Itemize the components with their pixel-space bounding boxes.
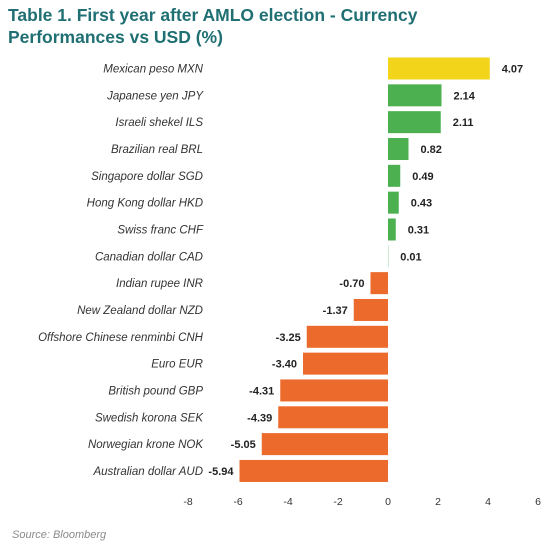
x-tick-label: 0 <box>385 496 391 508</box>
source-note: Source: Bloomberg <box>12 529 107 541</box>
category-label: Australian dollar AUD <box>92 466 203 478</box>
category-label: Brazilian real BRL <box>111 144 203 156</box>
x-tick-label: -6 <box>233 496 242 508</box>
bar <box>280 379 388 402</box>
category-label: Hong Kong dollar HKD <box>87 198 203 210</box>
bar <box>303 352 388 375</box>
value-label: -3.25 <box>276 332 301 344</box>
bar <box>353 298 388 321</box>
bar <box>239 459 388 482</box>
value-label: 4.07 <box>502 64 523 76</box>
value-label: 2.14 <box>454 90 476 102</box>
value-label: -3.40 <box>272 359 297 371</box>
x-tick-label: 4 <box>485 496 491 508</box>
bar <box>388 111 441 134</box>
bar <box>261 433 388 456</box>
value-label: 2.11 <box>453 117 474 129</box>
bar <box>388 191 399 214</box>
bar <box>388 84 442 107</box>
category-label: Canadian dollar CAD <box>95 251 203 263</box>
value-label: -1.37 <box>323 305 348 317</box>
value-label: -0.70 <box>339 278 364 290</box>
value-label: 0.82 <box>421 144 442 156</box>
category-label: British pound GBP <box>108 385 203 397</box>
value-label: -5.94 <box>208 466 234 478</box>
value-label: 0.49 <box>412 171 433 183</box>
x-tick-label: 2 <box>435 496 441 508</box>
bar <box>388 137 409 160</box>
value-label: -4.31 <box>249 385 274 397</box>
bar-chart: Mexican peso MXN 4.07 Japanese yen JPY 2.14… <box>38 57 541 508</box>
bar <box>388 57 490 80</box>
value-label: 0.31 <box>408 224 429 236</box>
category-label: Mexican peso MXN <box>103 64 203 76</box>
value-label: 0.01 <box>400 251 421 263</box>
bar <box>388 164 401 187</box>
x-tick-label: -4 <box>283 496 292 508</box>
category-label: Indian rupee INR <box>116 278 203 290</box>
value-label: 0.43 <box>411 198 432 210</box>
category-label: Singapore dollar SGD <box>91 171 203 183</box>
bar <box>388 218 396 241</box>
bar <box>278 406 388 429</box>
category-label: New Zealand dollar NZD <box>77 305 203 317</box>
x-tick-label: 6 <box>535 496 541 508</box>
x-tick-label: -8 <box>183 496 192 508</box>
category-label: Euro EUR <box>151 359 203 371</box>
bar <box>370 272 388 295</box>
category-label: Japanese yen JPY <box>106 90 204 102</box>
chart-title: Table 1. First year after AMLO election … <box>8 5 418 47</box>
category-label: Israeli shekel ILS <box>115 117 203 129</box>
bar <box>306 325 388 348</box>
value-label: -4.39 <box>247 412 272 424</box>
category-label: Swiss franc CHF <box>117 224 204 236</box>
x-tick-label: -2 <box>333 496 342 508</box>
category-label: Norwegian krone NOK <box>88 439 204 451</box>
category-label: Offshore Chinese renminbi CNH <box>38 332 204 344</box>
category-label: Swedish korona SEK <box>95 412 204 424</box>
value-label: -5.05 <box>231 439 256 451</box>
